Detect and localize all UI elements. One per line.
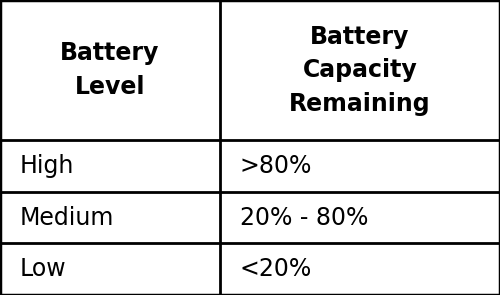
Text: <20%: <20%: [240, 257, 312, 281]
Text: Low: Low: [20, 257, 66, 281]
Text: Battery
Capacity
Remaining: Battery Capacity Remaining: [289, 24, 431, 116]
Text: High: High: [20, 154, 74, 178]
Text: Medium: Medium: [20, 206, 114, 230]
Text: >80%: >80%: [240, 154, 312, 178]
Text: Battery
Level: Battery Level: [60, 41, 160, 99]
Text: 20% - 80%: 20% - 80%: [240, 206, 368, 230]
